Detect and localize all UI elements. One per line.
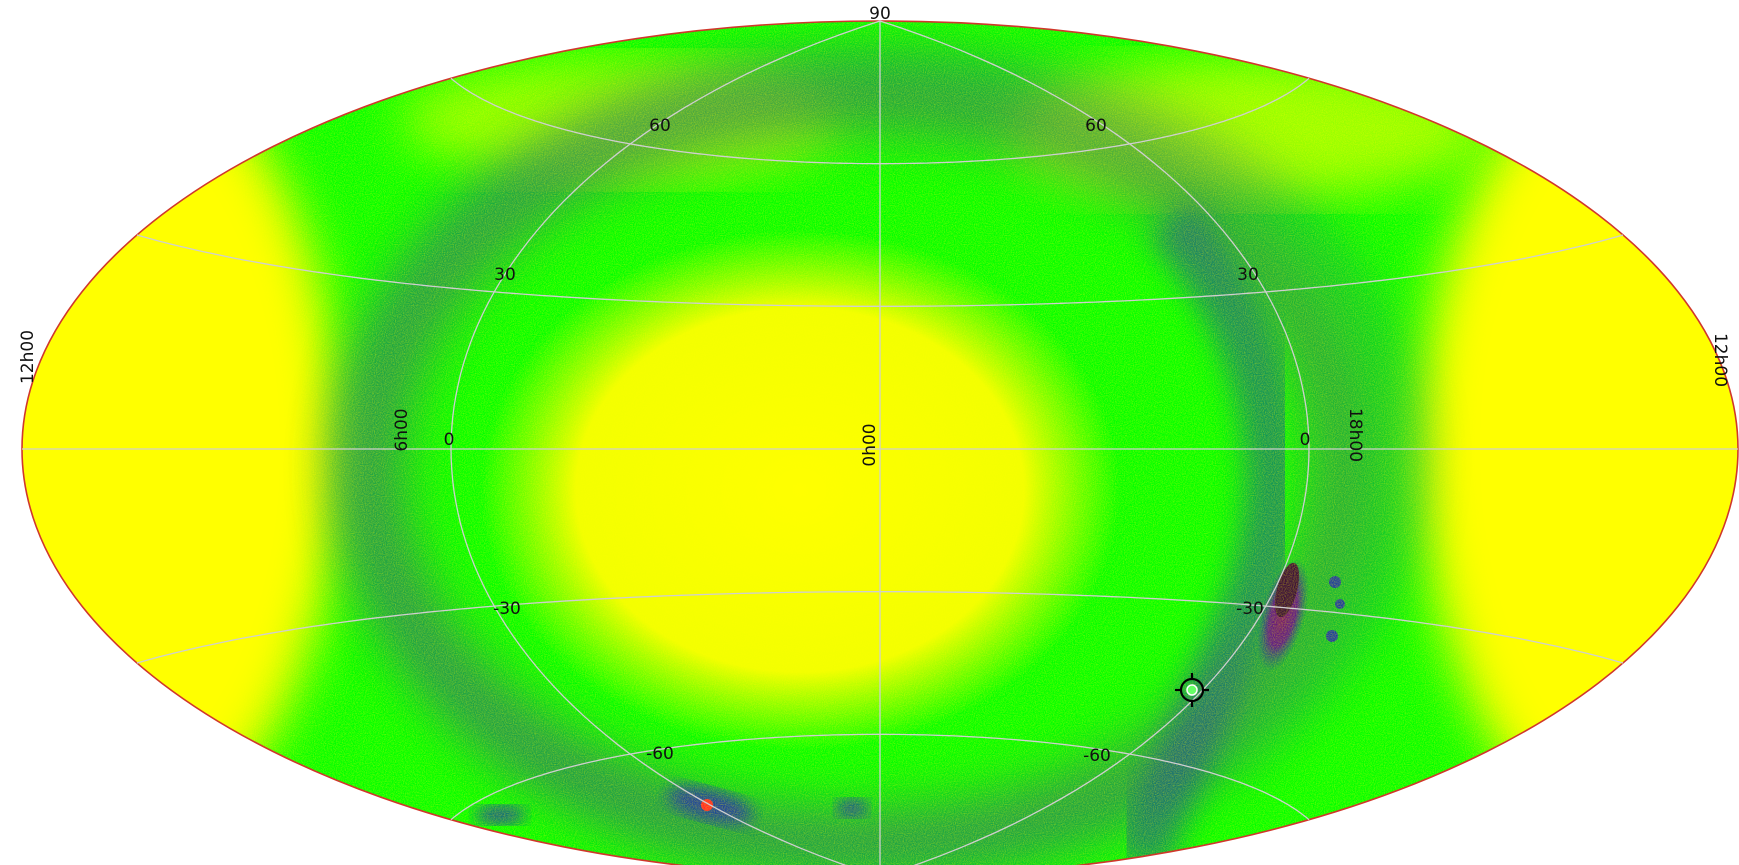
ra-label-12h-left: 12h00 [18, 330, 38, 384]
ra-label-0h: 0h00 [860, 423, 880, 466]
grid-meridian [879, 20, 1310, 865]
lat-label-minus60-right: -60 [1083, 746, 1111, 766]
grid-labels: 90 60 60 30 30 0 0 -30 -30 -60 -60 12h00… [18, 4, 1730, 766]
lat-label-minus30-right: -30 [1236, 599, 1264, 619]
ra-label-18h: 18h00 [1345, 408, 1365, 462]
crosshair-target-icon[interactable] [1175, 673, 1209, 707]
lat-label-0-left: 0 [444, 430, 455, 450]
lat-label-30-left: 30 [494, 265, 516, 285]
ra-label-12h-right: 12h00 [1710, 333, 1730, 387]
lat-label-30-right: 30 [1237, 265, 1259, 285]
ra-label-6h: 6h00 [392, 408, 412, 451]
coordinate-grid [22, 20, 1738, 865]
marker-center [1186, 684, 1198, 696]
lat-label-minus60-left: -60 [646, 744, 674, 764]
grid-meridian [450, 20, 881, 865]
lat-label-60-left: 60 [649, 116, 671, 136]
lat-label-0-right: 0 [1300, 430, 1311, 450]
lat-label-minus30-left: -30 [493, 599, 521, 619]
lat-label-90: 90 [869, 4, 891, 24]
lat-label-60-right: 60 [1085, 116, 1107, 136]
